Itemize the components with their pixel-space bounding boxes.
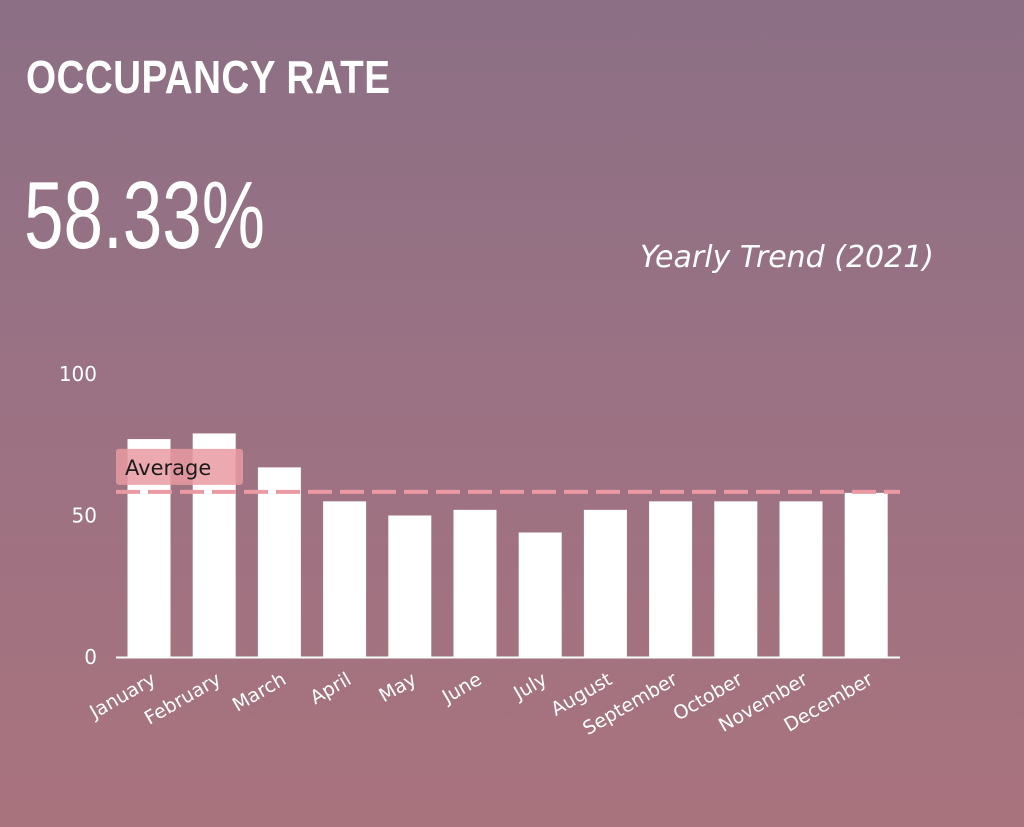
bar-october <box>714 501 758 657</box>
x-tick-label: July <box>509 668 550 705</box>
chart-subtitle: Yearly Trend (2021) <box>640 240 934 275</box>
bar-july <box>518 532 562 657</box>
x-tick-label: March <box>229 668 290 716</box>
bar-august <box>583 509 627 657</box>
bar-march <box>257 467 301 657</box>
bar-may <box>388 515 432 657</box>
bar-june <box>453 509 497 657</box>
x-tick-label: April <box>306 668 355 709</box>
y-tick-label: 0 <box>84 645 97 669</box>
bar-november <box>779 501 823 657</box>
bar-september <box>649 501 693 657</box>
average-label: Average <box>125 456 211 480</box>
x-tick-label: May <box>375 668 420 707</box>
page-title: OCCUPANCY RATE <box>26 51 391 103</box>
average-label-badge <box>116 448 243 485</box>
bar-december <box>844 492 888 657</box>
y-tick-label: 100 <box>59 362 97 386</box>
x-tick-label: June <box>438 668 486 708</box>
kpi-value: 58.33% <box>24 162 265 269</box>
bar-april <box>323 501 367 657</box>
y-tick-label: 50 <box>72 504 97 528</box>
